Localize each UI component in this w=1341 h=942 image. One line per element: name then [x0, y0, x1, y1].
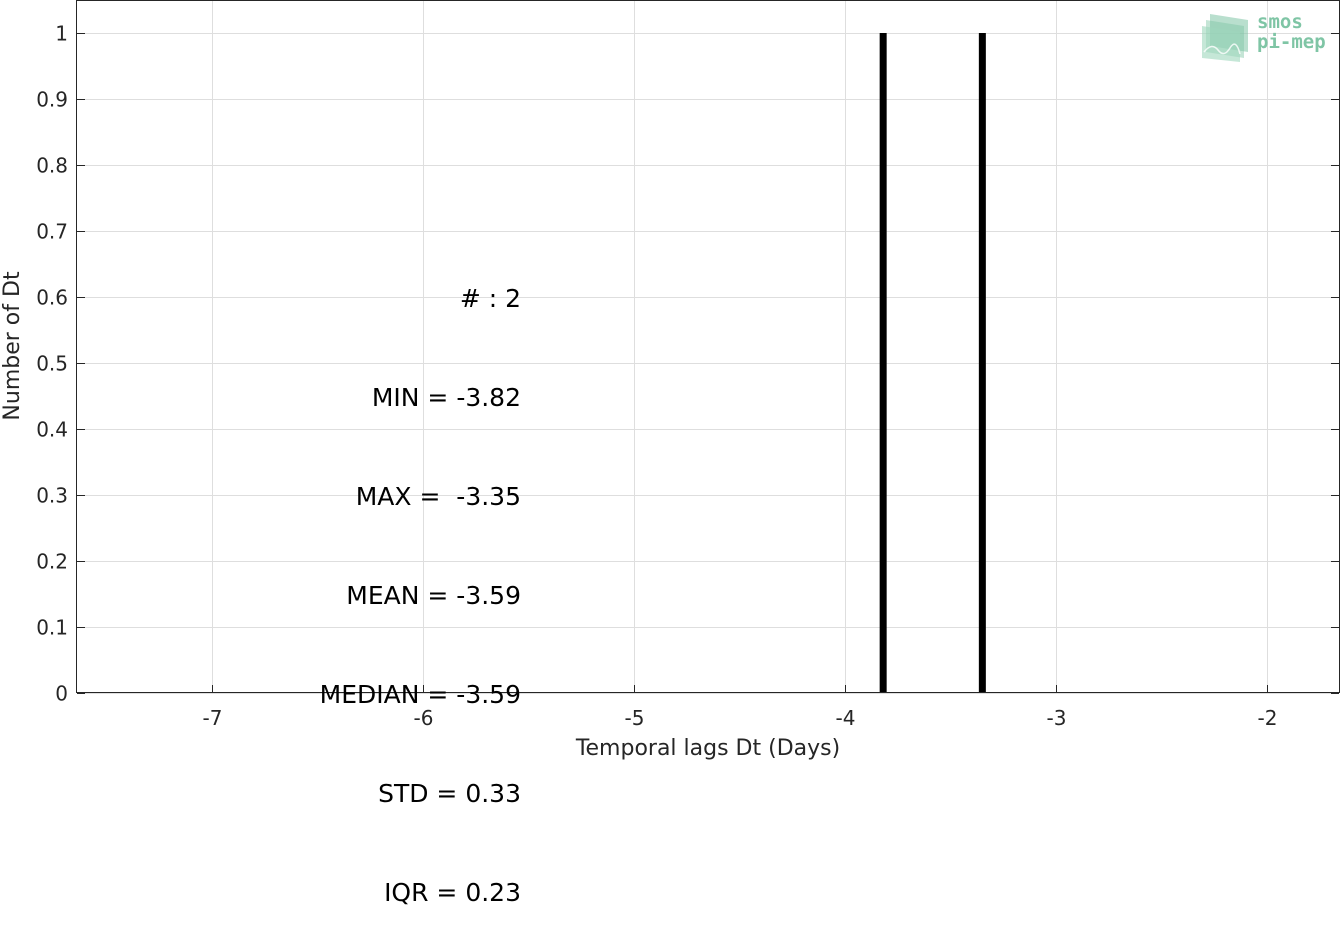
histogram-chart: -7 -6 -5 -4 -3 -2 0 0.1 0.2 0.3 0.4 0.5 0.6 0.7 0.8 0.… [0, 0, 1340, 761]
stat-mean: MEAN = -3.59 [346, 581, 521, 610]
y-tick-label: 0.2 [36, 550, 68, 574]
x-tick-label: -4 [836, 706, 856, 730]
x-tick-label: -7 [203, 706, 223, 730]
stat-min: MIN = -3.82 [371, 383, 521, 412]
logo-text: smos pi-mep [1257, 12, 1326, 52]
plot-frame [76, 0, 1340, 693]
x-tick-label: -2 [1258, 706, 1278, 730]
x-tick-label: -6 [414, 706, 434, 730]
x-axis-title: Temporal lags Dt (Days) [575, 736, 840, 761]
stat-max: MAX = -3.35 [355, 482, 521, 511]
smos-pimep-logo: smos pi-mep [1200, 12, 1336, 64]
y-tick-label: 0.5 [36, 352, 68, 376]
y-tick-label: 0 [55, 682, 68, 706]
y-axis-title: Number of Dt [0, 271, 25, 421]
y-tick-label: 0.8 [36, 154, 68, 178]
y-tick-label: 0.3 [36, 484, 68, 508]
y-tick-label: 0.4 [36, 418, 68, 442]
stat-median: MEDIAN = -3.59 [319, 680, 521, 709]
y-tick-label: 0.7 [36, 220, 68, 244]
logo-line-1: smos [1257, 11, 1303, 33]
y-axis-ticks: 0 0.1 0.2 0.3 0.4 0.5 0.6 0.7 0.8 0.9 1 [36, 22, 1339, 706]
x-tick-label: -3 [1047, 706, 1067, 730]
x-axis-ticks: -7 -6 -5 -4 -3 -2 [203, 685, 1278, 730]
logo-waves-icon [1202, 14, 1248, 62]
histogram-bar [978, 33, 986, 693]
x-tick-label: -5 [625, 706, 645, 730]
grid-lines [77, 1, 1339, 694]
bars-group [879, 33, 986, 693]
y-tick-label: 0.9 [36, 88, 68, 112]
y-tick-label: 0.6 [36, 286, 68, 310]
histogram-bar [879, 33, 887, 693]
y-tick-label: 0.1 [36, 616, 68, 640]
stat-iqr: IQR = 0.23 [384, 878, 521, 907]
stat-std: STD = 0.33 [378, 779, 521, 808]
statistics-annotation: # : 2 MIN = -3.82 MAX = -3.35 MEAN = -3.… [320, 216, 521, 942]
logo-line-2: pi-mep [1257, 31, 1326, 53]
stat-count: # : 2 [459, 284, 521, 313]
y-tick-label: 1 [55, 22, 68, 46]
